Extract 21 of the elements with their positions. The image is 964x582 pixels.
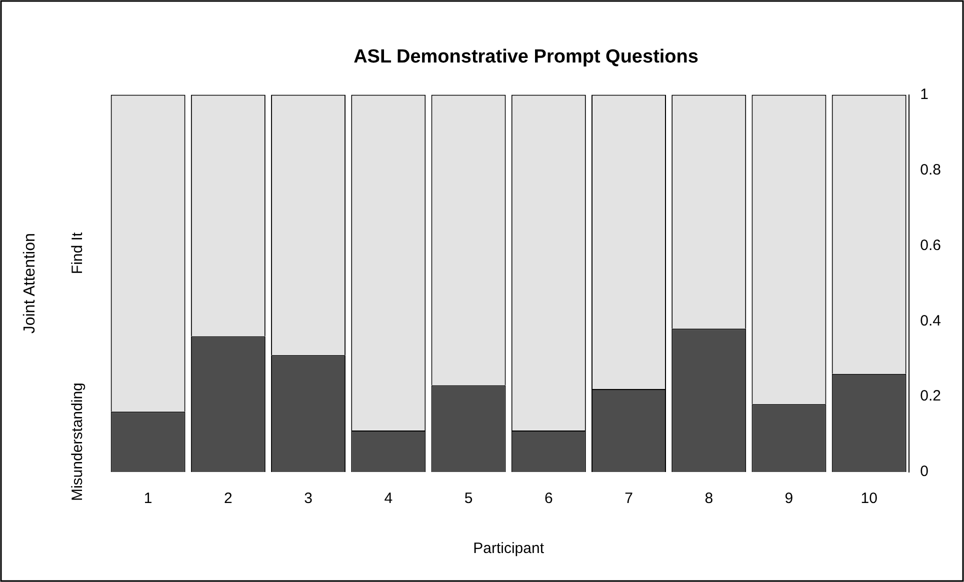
- y-tick-label: 0.4: [920, 312, 942, 330]
- x-tick-label: 9: [784, 490, 794, 508]
- y-axis-title: Joint Attention: [21, 233, 38, 334]
- y-tick-label: 0: [920, 463, 928, 480]
- x-tick-label: 10: [860, 490, 878, 508]
- x-tick-label: 8: [704, 490, 714, 508]
- x-tick-label: 4: [384, 490, 393, 508]
- x-tick-label: 1: [144, 490, 152, 508]
- x-tick-label: 3: [304, 490, 312, 508]
- y-tick-label: 0.6: [920, 236, 942, 254]
- x-tick-label: 5: [464, 490, 473, 508]
- x-axis-title: Participant: [473, 540, 545, 558]
- y-tick-label: 0.8: [920, 161, 942, 178]
- y-tick-label: 0.2: [920, 388, 942, 405]
- text: Find It: [69, 232, 86, 274]
- text: Misunderstanding: [69, 382, 86, 502]
- y-tick-label: 1: [920, 86, 928, 103]
- chart-title: ASL Demonstrative Prompt Questions: [354, 46, 698, 68]
- x-tick-label: 6: [544, 490, 553, 508]
- x-tick-label: 2: [224, 490, 232, 508]
- x-tick-label: 7: [624, 490, 633, 508]
